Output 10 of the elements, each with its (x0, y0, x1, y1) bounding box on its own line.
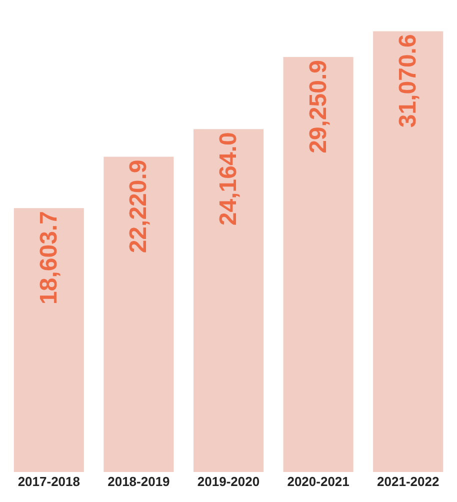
data-label: 24,164.0 (215, 132, 242, 226)
x-tick-label: 2021-2022 (377, 474, 440, 489)
data-label: 18,603.7 (35, 211, 62, 304)
data-label: 22,220.9 (125, 160, 152, 254)
x-tick-label: 2018-2019 (108, 474, 170, 489)
x-tick-label: 2019-2020 (197, 474, 260, 489)
x-tick-label: 2017-2018 (18, 474, 80, 489)
x-tick-label: 2020-2021 (287, 474, 350, 489)
data-label: 29,250.9 (304, 60, 332, 154)
data-label: 31,070.6 (394, 34, 422, 128)
